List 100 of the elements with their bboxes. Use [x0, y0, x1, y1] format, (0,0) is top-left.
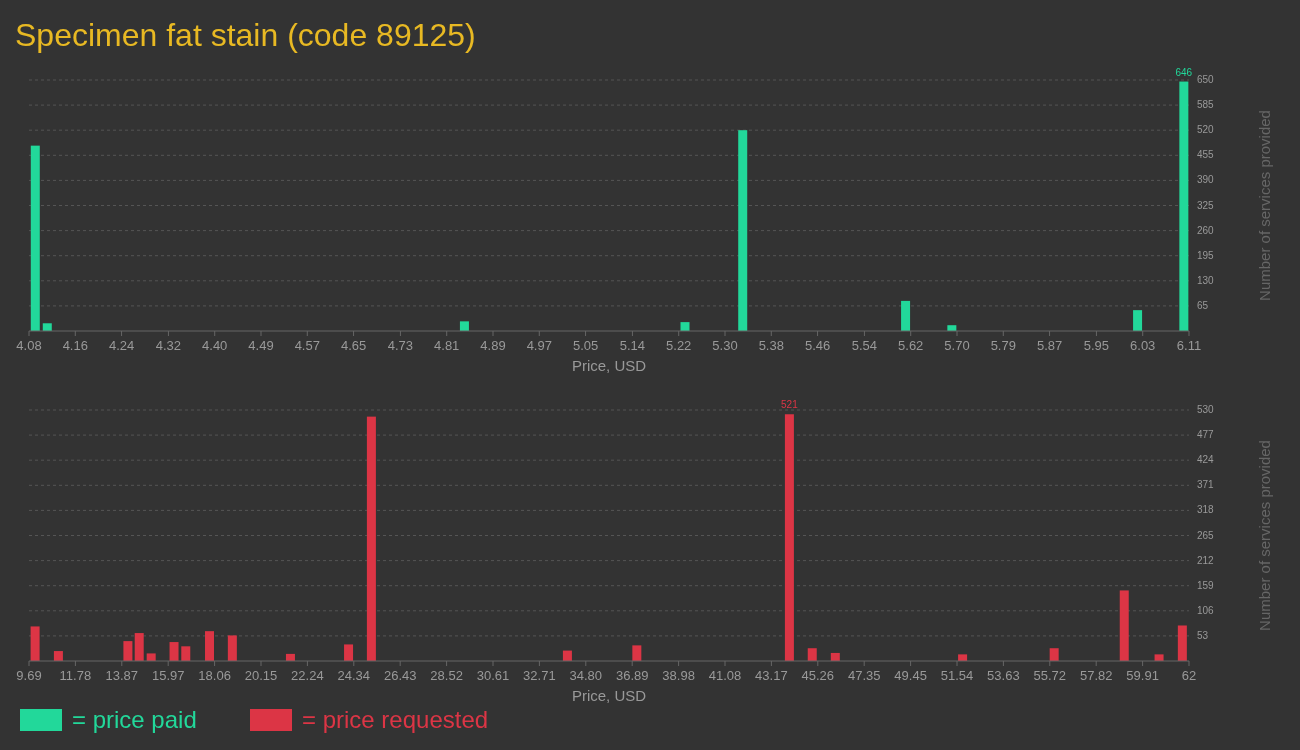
bar — [42, 323, 52, 331]
bar — [1133, 310, 1143, 331]
y-tick-label: 371 — [1197, 479, 1215, 491]
x-tick-label: 24.34 — [337, 668, 371, 683]
bar — [205, 631, 215, 661]
bar — [680, 322, 690, 331]
x-tick-label: 15.97 — [151, 668, 185, 683]
y-tick-label: 520 — [1197, 124, 1215, 136]
bar — [146, 653, 156, 661]
y-tick-label: 65 — [1197, 299, 1209, 311]
x-tick-label: 4.08 — [16, 338, 42, 353]
x-tick-label: 4.97 — [526, 338, 552, 353]
bar — [227, 635, 237, 661]
x-tick-label: 18.06 — [198, 668, 231, 683]
x-tick-label: 5.05 — [572, 338, 599, 353]
y-tick-label: 585 — [1197, 99, 1215, 111]
x-tick-label: 47.35 — [847, 668, 881, 683]
x-tick-label: 4.32 — [155, 338, 182, 353]
x-tick-label: 6.11 — [1176, 338, 1202, 353]
bar — [807, 648, 817, 661]
y-tick-label: 455 — [1197, 149, 1215, 161]
x-tick-label: 6.03 — [1130, 338, 1156, 353]
chart-title: Specimen fat stain (code 89125) — [15, 17, 476, 53]
bar — [784, 414, 794, 661]
bar — [1177, 625, 1187, 661]
x-tick-label: 28.52 — [430, 668, 463, 683]
x-tick-label: 5.70 — [944, 338, 970, 353]
x-tick-label: 9.69 — [16, 668, 42, 683]
bar — [738, 130, 748, 331]
x-tick-label: 5.14 — [619, 338, 646, 353]
y-tick-label: 159 — [1197, 579, 1215, 591]
y-tick-label: 318 — [1197, 504, 1215, 516]
x-tick-label: 22.24 — [291, 668, 324, 683]
y-tick-label: 424 — [1197, 454, 1215, 466]
bar — [459, 321, 469, 331]
x-tick-label: 4.81 — [434, 338, 460, 353]
bar — [958, 654, 968, 661]
x-tick-label: 62 — [1181, 668, 1197, 683]
annotation: 646 — [1175, 66, 1193, 78]
x-tick-label: 57.82 — [1079, 668, 1113, 683]
bar — [1179, 81, 1189, 331]
bar — [30, 145, 40, 331]
y-tick-label: 390 — [1197, 174, 1215, 186]
annotation: 521 — [781, 399, 799, 411]
bar — [181, 646, 191, 661]
x-tick-label: 55.72 — [1033, 668, 1067, 683]
x-tick-label: 4.49 — [248, 338, 274, 353]
bar — [344, 644, 354, 661]
bar — [30, 626, 40, 661]
y-tick-label: 530 — [1197, 404, 1215, 415]
bar — [1154, 654, 1164, 661]
y-tick-label: 130 — [1197, 274, 1215, 286]
x-tick-label: 32.71 — [523, 668, 556, 683]
x-tick-label: 34.80 — [569, 668, 603, 683]
bar — [53, 651, 63, 661]
y-tick-label: 195 — [1197, 249, 1215, 261]
x-tick-label: 4.40 — [202, 338, 228, 353]
x-tick-label: 20.15 — [244, 668, 278, 683]
x-tick-label: 51.54 — [940, 668, 974, 683]
y-tick-label: 260 — [1197, 224, 1215, 236]
x-tick-label: 5.46 — [804, 338, 831, 353]
x-tick-label: 43.17 — [755, 668, 788, 683]
x-tick-label: 5.54 — [851, 338, 878, 353]
x-tick-label: 36.89 — [615, 668, 649, 683]
x-tick-label: 30.61 — [476, 668, 510, 683]
x-tick-label: 5.22 — [666, 338, 692, 353]
legend-label: = price paid — [72, 706, 197, 733]
x-tick-label: 4.89 — [480, 338, 506, 353]
x-tick-label: 5.62 — [898, 338, 924, 353]
legend-label: = price requested — [302, 706, 489, 733]
bar — [366, 416, 376, 661]
x-tick-label: 4.73 — [387, 338, 414, 353]
x-tick-label: 4.65 — [340, 338, 367, 353]
x-tick-label: 13.87 — [105, 668, 139, 683]
x-tick-label: 5.30 — [712, 338, 738, 353]
bar — [632, 645, 642, 661]
y-tick-label: 477 — [1197, 429, 1215, 441]
bar — [1119, 590, 1129, 661]
x-tick-label: 59.91 — [1126, 668, 1159, 683]
x-tick-label: 53.63 — [987, 668, 1020, 683]
y-tick-label: 212 — [1197, 554, 1215, 566]
y-tick-label: 325 — [1197, 199, 1215, 211]
y-tick-label: 265 — [1197, 529, 1215, 541]
x-tick-label: 5.38 — [758, 338, 784, 353]
y-tick-label: 53 — [1197, 629, 1209, 641]
x-tick-label: 4.57 — [294, 338, 320, 353]
y-tick-label: 650 — [1197, 74, 1215, 85]
bar — [1049, 648, 1059, 661]
x-tick-label: 5.79 — [990, 338, 1016, 353]
x-tick-label: 4.24 — [108, 338, 135, 353]
bar — [123, 641, 133, 661]
x-axis-title: Price, USD — [571, 357, 647, 374]
x-tick-label: 5.87 — [1036, 338, 1063, 353]
x-tick-label: 26.43 — [383, 668, 417, 683]
x-tick-label: 41.08 — [708, 668, 742, 683]
x-tick-label: 45.26 — [801, 668, 835, 683]
x-tick-label: 38.98 — [662, 668, 695, 683]
x-tick-label: 5.95 — [1083, 338, 1110, 353]
x-tick-label: 4.16 — [62, 338, 88, 353]
y-tick-label: 106 — [1197, 604, 1215, 616]
